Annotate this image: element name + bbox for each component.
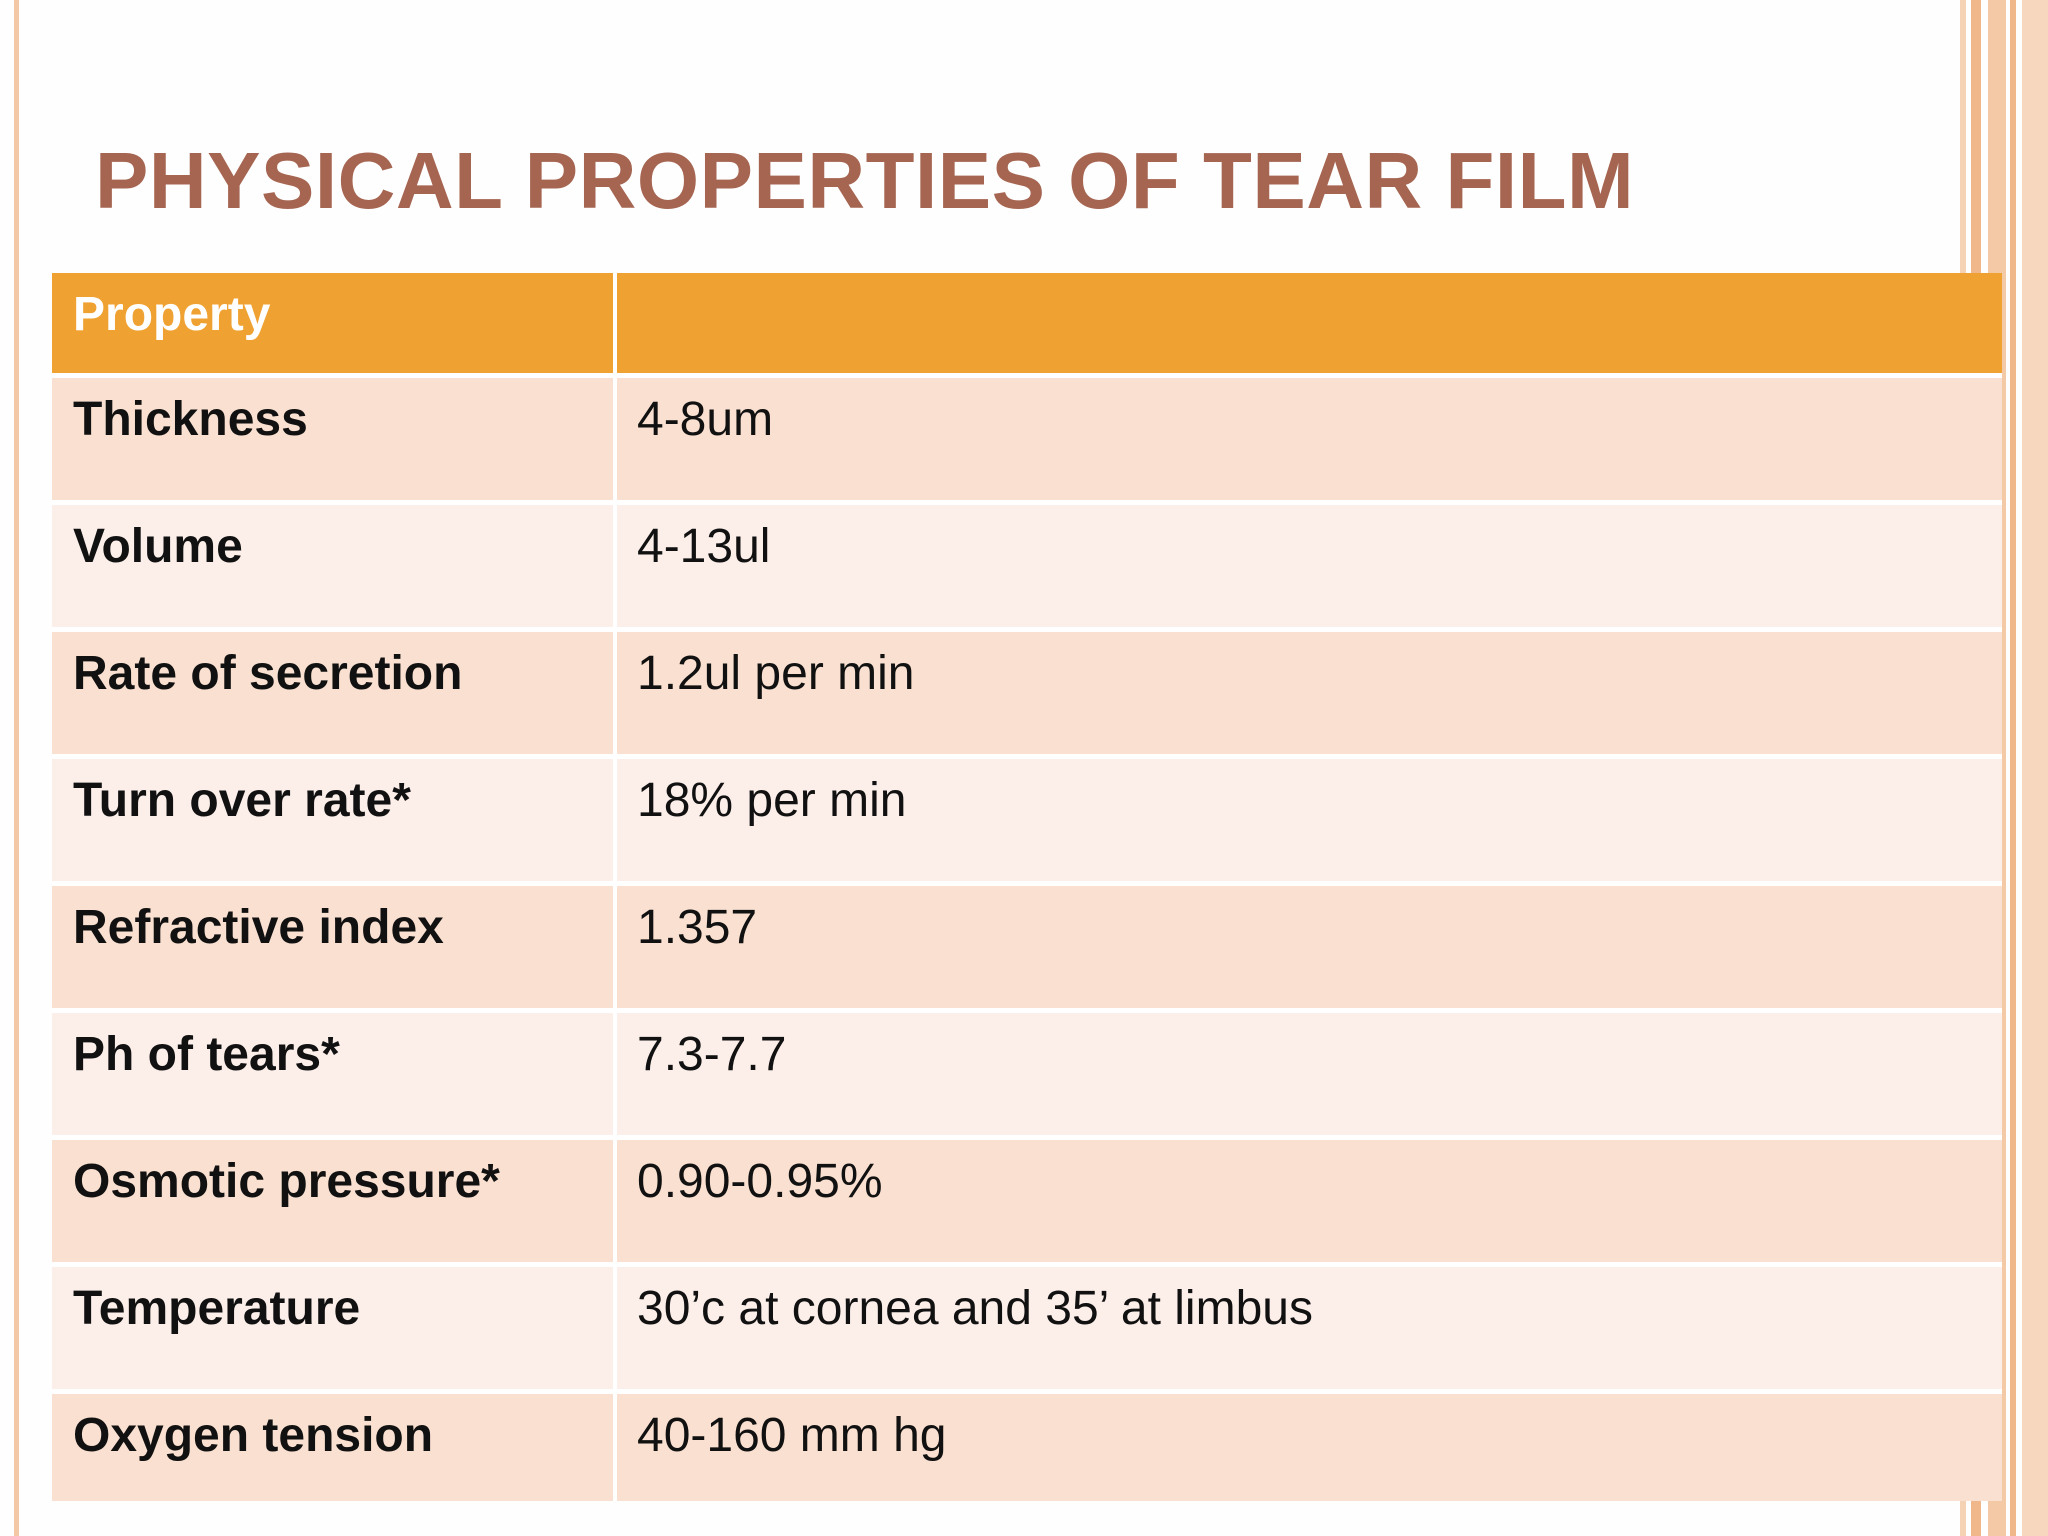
- slide-title: PHYSICAL PROPERTIES OF TEAR FILM: [95, 136, 1635, 225]
- value-cell: 30’c at cornea and 35’ at limbus: [617, 1267, 2002, 1389]
- properties-table: Property Thickness 4-8um Volume 4-13ul R…: [52, 273, 2002, 1501]
- property-cell: Turn over rate*: [52, 759, 613, 881]
- value-cell: 40-160 mm hg: [617, 1394, 2002, 1501]
- property-cell: Ph of tears*: [52, 1013, 613, 1135]
- property-cell: Refractive index: [52, 886, 613, 1008]
- table-row: Refractive index 1.357: [52, 886, 2002, 1008]
- table-row: Rate of secretion 1.2ul per min: [52, 632, 2002, 754]
- left-border-line: [14, 0, 19, 1536]
- table-row: Osmotic pressure* 0.90-0.95%: [52, 1140, 2002, 1262]
- property-cell: Thickness: [52, 378, 613, 500]
- value-cell: 18% per min: [617, 759, 2002, 881]
- property-cell: Temperature: [52, 1267, 613, 1389]
- value-cell: 4-8um: [617, 378, 2002, 500]
- value-cell: 1.2ul per min: [617, 632, 2002, 754]
- table-row: Turn over rate* 18% per min: [52, 759, 2002, 881]
- value-cell: 1.357: [617, 886, 2002, 1008]
- property-cell: Volume: [52, 505, 613, 627]
- table-row: Temperature 30’c at cornea and 35’ at li…: [52, 1267, 2002, 1389]
- property-cell: Rate of secretion: [52, 632, 613, 754]
- table-row: Oxygen tension 40-160 mm hg: [52, 1394, 2002, 1501]
- value-cell: 0.90-0.95%: [617, 1140, 2002, 1262]
- table-row: Thickness 4-8um: [52, 378, 2002, 500]
- value-cell: 4-13ul: [617, 505, 2002, 627]
- header-cell-property: Property: [52, 273, 613, 373]
- table-row: Ph of tears* 7.3-7.7: [52, 1013, 2002, 1135]
- property-cell: Oxygen tension: [52, 1394, 613, 1501]
- table-row: Volume 4-13ul: [52, 505, 2002, 627]
- value-cell: 7.3-7.7: [617, 1013, 2002, 1135]
- table-header-row: Property: [52, 273, 2002, 373]
- property-cell: Osmotic pressure*: [52, 1140, 613, 1262]
- header-cell-value: [617, 273, 2002, 373]
